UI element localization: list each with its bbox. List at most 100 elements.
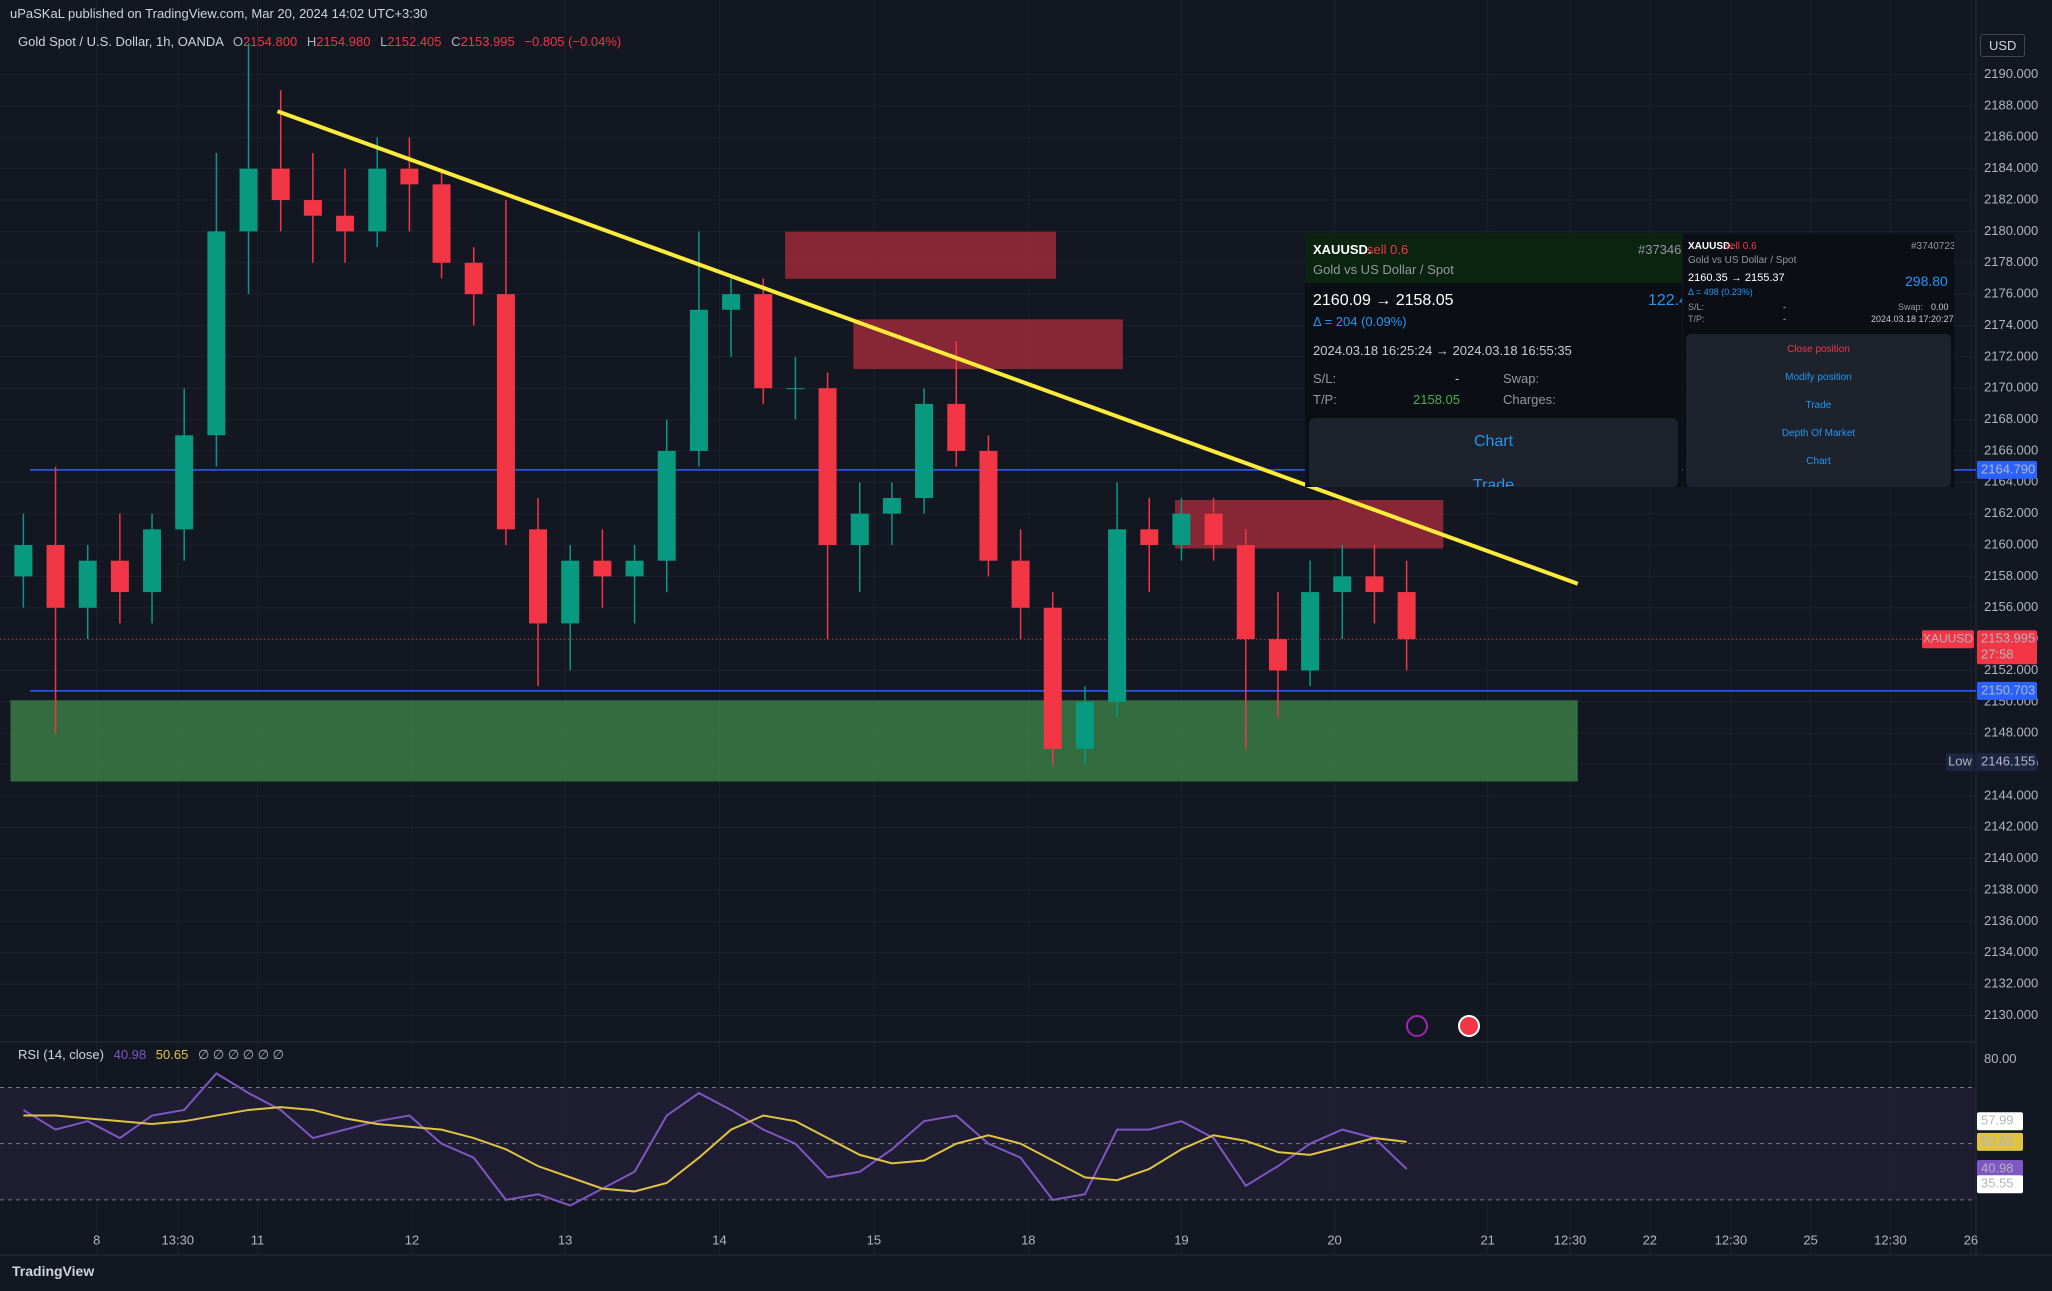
candle-body — [1043, 607, 1062, 749]
symbol: Gold Spot / U.S. Dollar, 1h, OANDA — [18, 34, 224, 49]
y-tick-label: 2162.000 — [1984, 505, 2038, 520]
menu-item[interactable]: Trade — [1472, 477, 1515, 487]
x-tick-label: 12 — [405, 1232, 419, 1247]
rsi-title: RSI (14, close) — [18, 1047, 104, 1062]
ohlc-value: 2154.800 — [242, 34, 298, 49]
panel-sl-value: - — [1783, 302, 1786, 312]
candle-body — [947, 403, 966, 451]
menu-item[interactable]: Chart — [1806, 456, 1831, 467]
panel-delta: Δ = 204 (0.09%) — [1313, 314, 1407, 329]
y-tick-label: 2172.000 — [1984, 348, 2038, 363]
menu-item[interactable]: Chart — [1473, 433, 1514, 450]
x-tick-label: 11 — [251, 1232, 265, 1247]
y-tick-label: 2152.000 — [1984, 662, 2038, 677]
x-tick-label: 12:30 — [1874, 1232, 1907, 1247]
candle-body — [336, 215, 355, 232]
zone — [853, 319, 1123, 370]
candle-body — [496, 294, 515, 530]
menu-item[interactable]: Depth Of Market — [1781, 428, 1856, 439]
candle-body — [754, 294, 773, 389]
countdown: 27:58 — [1981, 647, 2014, 662]
y-tick-label: 2132.000 — [1984, 976, 2038, 991]
candle-body — [657, 450, 676, 561]
x-tick-label: 12:30 — [1715, 1232, 1748, 1247]
currency[interactable]: USD — [1980, 34, 2026, 57]
y-tick-label: 2174.000 — [1984, 317, 2038, 332]
candle-body — [979, 450, 998, 561]
panel-symbol: XAUUSD. — [1313, 242, 1372, 257]
low-name: Low — [1948, 754, 1972, 769]
panel-sl-value: - — [1455, 371, 1460, 386]
candle-body — [303, 200, 322, 216]
ohlc-value: 2152.405 — [387, 34, 442, 49]
x-tick-label: 14 — [712, 1232, 726, 1247]
menu-item[interactable]: Trade — [1805, 400, 1832, 411]
panel-desc: Gold vs US Dollar / Spot — [1688, 255, 1797, 266]
x-tick-label: 20 — [1327, 1232, 1341, 1247]
publisher: uPaSKaL published on TradingView.com, Ma… — [10, 6, 428, 21]
y-tick-label: 2148.000 — [1984, 725, 2038, 740]
panel-menu — [1309, 418, 1678, 487]
panel-side: sell 0.6 — [1367, 242, 1409, 257]
price-label: 2153.995 — [1981, 631, 2035, 646]
candle-body — [368, 168, 387, 232]
y-tick-label: 2140.000 — [1984, 850, 2038, 865]
candle-body — [1204, 513, 1223, 546]
panel-swap: Swap: — [1503, 371, 1540, 386]
candle-body — [818, 388, 837, 546]
menu-item[interactable]: Modify position — [1785, 372, 1852, 383]
x-tick-label: 13:30 — [162, 1232, 195, 1247]
rsi-line — [22, 1072, 1408, 1207]
candle-body — [78, 560, 97, 608]
ohlc-letter: H — [306, 34, 317, 49]
panel-menu — [1686, 334, 1951, 487]
level-label: 2164.790 — [1981, 461, 2035, 476]
rsi-tag-label: 40.98 — [1981, 1160, 2014, 1175]
candle-body — [722, 294, 741, 310]
y-tick-label: 2184.000 — [1984, 160, 2038, 175]
ohlc-letter: L — [380, 34, 388, 49]
candle-body — [143, 529, 162, 593]
legend: Gold Spot / U.S. Dollar, 1h, OANDA O2154… — [18, 34, 621, 49]
panel-sl: S/L: — [1688, 302, 1705, 312]
symbol-tag — [1922, 630, 1974, 649]
x-tick-label: 12:30 — [1554, 1232, 1587, 1247]
x-tick-label: 18 — [1021, 1232, 1035, 1247]
candle-body — [625, 560, 644, 577]
rsi-value: 40.98 — [113, 1047, 147, 1062]
y-tick-label: 2158.000 — [1984, 568, 2038, 583]
icon[interactable] — [1406, 1015, 1428, 1037]
candle-body — [689, 309, 708, 451]
y-tick-label: 2180.000 — [1984, 223, 2038, 238]
candle-body — [1397, 592, 1416, 640]
y-tick-label: 2178.000 — [1984, 254, 2038, 269]
ohlc-value: 2153.995 — [460, 34, 515, 49]
candle-body — [46, 545, 65, 608]
y-tick-label: 2186.000 — [1984, 129, 2038, 144]
menu-item[interactable]: Close position — [1787, 344, 1850, 355]
panel-charges: Charges: — [1503, 392, 1556, 407]
candle-body — [239, 168, 258, 232]
candle-body — [1236, 545, 1255, 640]
x-tick-label: 26 — [1964, 1232, 1978, 1247]
x-tick-label: 15 — [867, 1232, 881, 1247]
rsi-tag — [1977, 1160, 2023, 1179]
candle-body — [1333, 576, 1352, 593]
candle-body — [175, 435, 194, 530]
panel-delta: Δ = 498 (0.23%) — [1688, 287, 1753, 297]
icon[interactable] — [1458, 1015, 1480, 1037]
y-tick-label: 80.00 — [1984, 1051, 2017, 1066]
rsi-extra: ∅ ∅ ∅ ∅ ∅ ∅ — [197, 1047, 284, 1062]
panel-ticket: #3740723 — [1911, 241, 1954, 252]
candle-body — [882, 497, 901, 514]
symbol-label: XAUUSD — [1923, 631, 1973, 645]
panel-header — [1305, 233, 1682, 283]
candle-body — [432, 184, 451, 263]
panel-profit: 298.80 — [1905, 273, 1948, 289]
change: −0.805 (−0.04%) — [524, 34, 622, 49]
ohlc-value: 2154.980 — [316, 34, 371, 49]
candle-body — [529, 529, 548, 624]
candle-body — [1140, 529, 1159, 546]
